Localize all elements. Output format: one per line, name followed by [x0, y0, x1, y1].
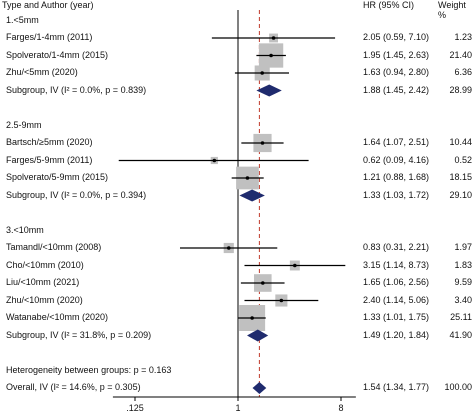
group-label: 3.<10mm [6, 224, 44, 235]
weight-value: 3.40 [454, 294, 472, 305]
point-estimate [271, 36, 276, 40]
study-label: Tamandl/<10mm (2008) [6, 242, 102, 252]
hr-ci-value: 1.65 (1.06, 2.56) [362, 277, 429, 287]
weight-value: 41.90 [449, 329, 472, 340]
overall-label: Overall, IV (I² = 14.6%, p = 0.305) [6, 382, 141, 392]
hr-ci-value: 0.62 (0.09, 4.16) [362, 154, 429, 165]
hr-ci-value: 1.33 (1.01, 1.75) [362, 312, 429, 322]
subgroup-diamond [256, 84, 282, 97]
hr-ci-value: 1.54 (1.34, 1.77) [362, 382, 429, 392]
hr-ci-value: 1.33 (1.03, 1.72) [362, 189, 429, 200]
subgroup-label: Subgroup, IV (I² = 0.0%, p = 0.394) [6, 189, 147, 200]
hr-ci-value: 2.40 (1.14, 5.06) [362, 294, 429, 305]
study-label: Cho/<10mm (2010) [6, 259, 84, 270]
header-weight: Weight % [438, 0, 466, 20]
weight-value: 0.52 [454, 154, 472, 165]
weight-value: 28.99 [449, 84, 472, 95]
x-tick-label: 8 [338, 403, 343, 413]
hr-ci-value: 1.63 (0.94, 2.80) [362, 67, 429, 77]
overall-diamond [252, 382, 267, 394]
study-label: Spolverato/5-9mm (2015) [6, 172, 109, 182]
study-label: Liu/<10mm (2021) [6, 277, 80, 287]
subgroup-diamond [247, 329, 269, 342]
study-label: Watanabe/<10mm (2020) [6, 312, 108, 322]
subgroup-label: Subgroup, IV (I² = 0.0%, p = 0.839) [6, 84, 147, 95]
weight-value: 1.97 [454, 242, 472, 252]
hr-ci-value: 1.64 (1.07, 2.51) [362, 137, 429, 147]
weight-value: 18.15 [449, 172, 472, 182]
point-estimate [293, 263, 297, 268]
point-estimate [261, 281, 265, 285]
point-estimate [260, 141, 265, 145]
group-label: 2.5-9mm [6, 119, 42, 130]
weight-value: 29.10 [449, 189, 472, 200]
study-label: Bartsch/≥5mm (2020) [6, 137, 93, 147]
hr-ci-value: 1.49 (1.20, 1.84) [362, 329, 429, 340]
point-estimate [250, 316, 254, 320]
study-label: Zhu/<5mm (2020) [6, 67, 78, 77]
weight-value: 1.83 [454, 259, 472, 270]
hr-ci-value: 2.05 (0.59, 7.10) [362, 32, 429, 42]
weight-value: 10.44 [449, 137, 472, 147]
hr-ci-value: 1.21 (0.88, 1.68) [362, 172, 429, 182]
point-estimate [212, 158, 217, 163]
hr-ci-value: 0.83 (0.31, 2.21) [362, 242, 429, 252]
header-hr: HR (95% CI) [363, 0, 415, 10]
subgroup-diamond [239, 189, 265, 202]
weight-value: 21.40 [449, 49, 472, 60]
hr-ci-value: 3.15 (1.14, 8.73) [362, 259, 429, 270]
hr-ci-value: 1.95 (1.45, 2.63) [362, 49, 429, 60]
weight-value: 25.11 [450, 312, 472, 322]
weight-value: 6.36 [454, 67, 472, 77]
weight-value: 100.00 [444, 382, 472, 392]
study-label: Zhu/<10mm (2020) [6, 294, 83, 305]
hr-ci-value: 1.88 (1.45, 2.42) [362, 84, 429, 95]
point-estimate [226, 246, 231, 250]
point-estimate [260, 71, 264, 75]
x-tick-label: .125 [126, 403, 144, 413]
subgroup-label: Subgroup, IV (I² = 31.8%, p = 0.209) [6, 329, 152, 340]
heterogeneity-note: Heterogeneity between groups: p = 0.163 [6, 364, 172, 375]
group-label: 1.<5mm [6, 14, 39, 25]
weight-value: 1.23 [454, 32, 472, 42]
point-estimate [269, 53, 273, 58]
header-study: Type and Author (year) [2, 0, 94, 10]
x-tick-label: 1 [235, 403, 240, 413]
study-label: Spolverato/1-4mm (2015) [6, 49, 109, 60]
point-estimate [279, 298, 284, 303]
study-label: Farges/5-9mm (2011) [6, 154, 93, 165]
study-label: Farges/1-4mm (2011) [6, 32, 93, 42]
point-estimate [245, 176, 250, 180]
weight-value: 9.59 [454, 277, 472, 287]
